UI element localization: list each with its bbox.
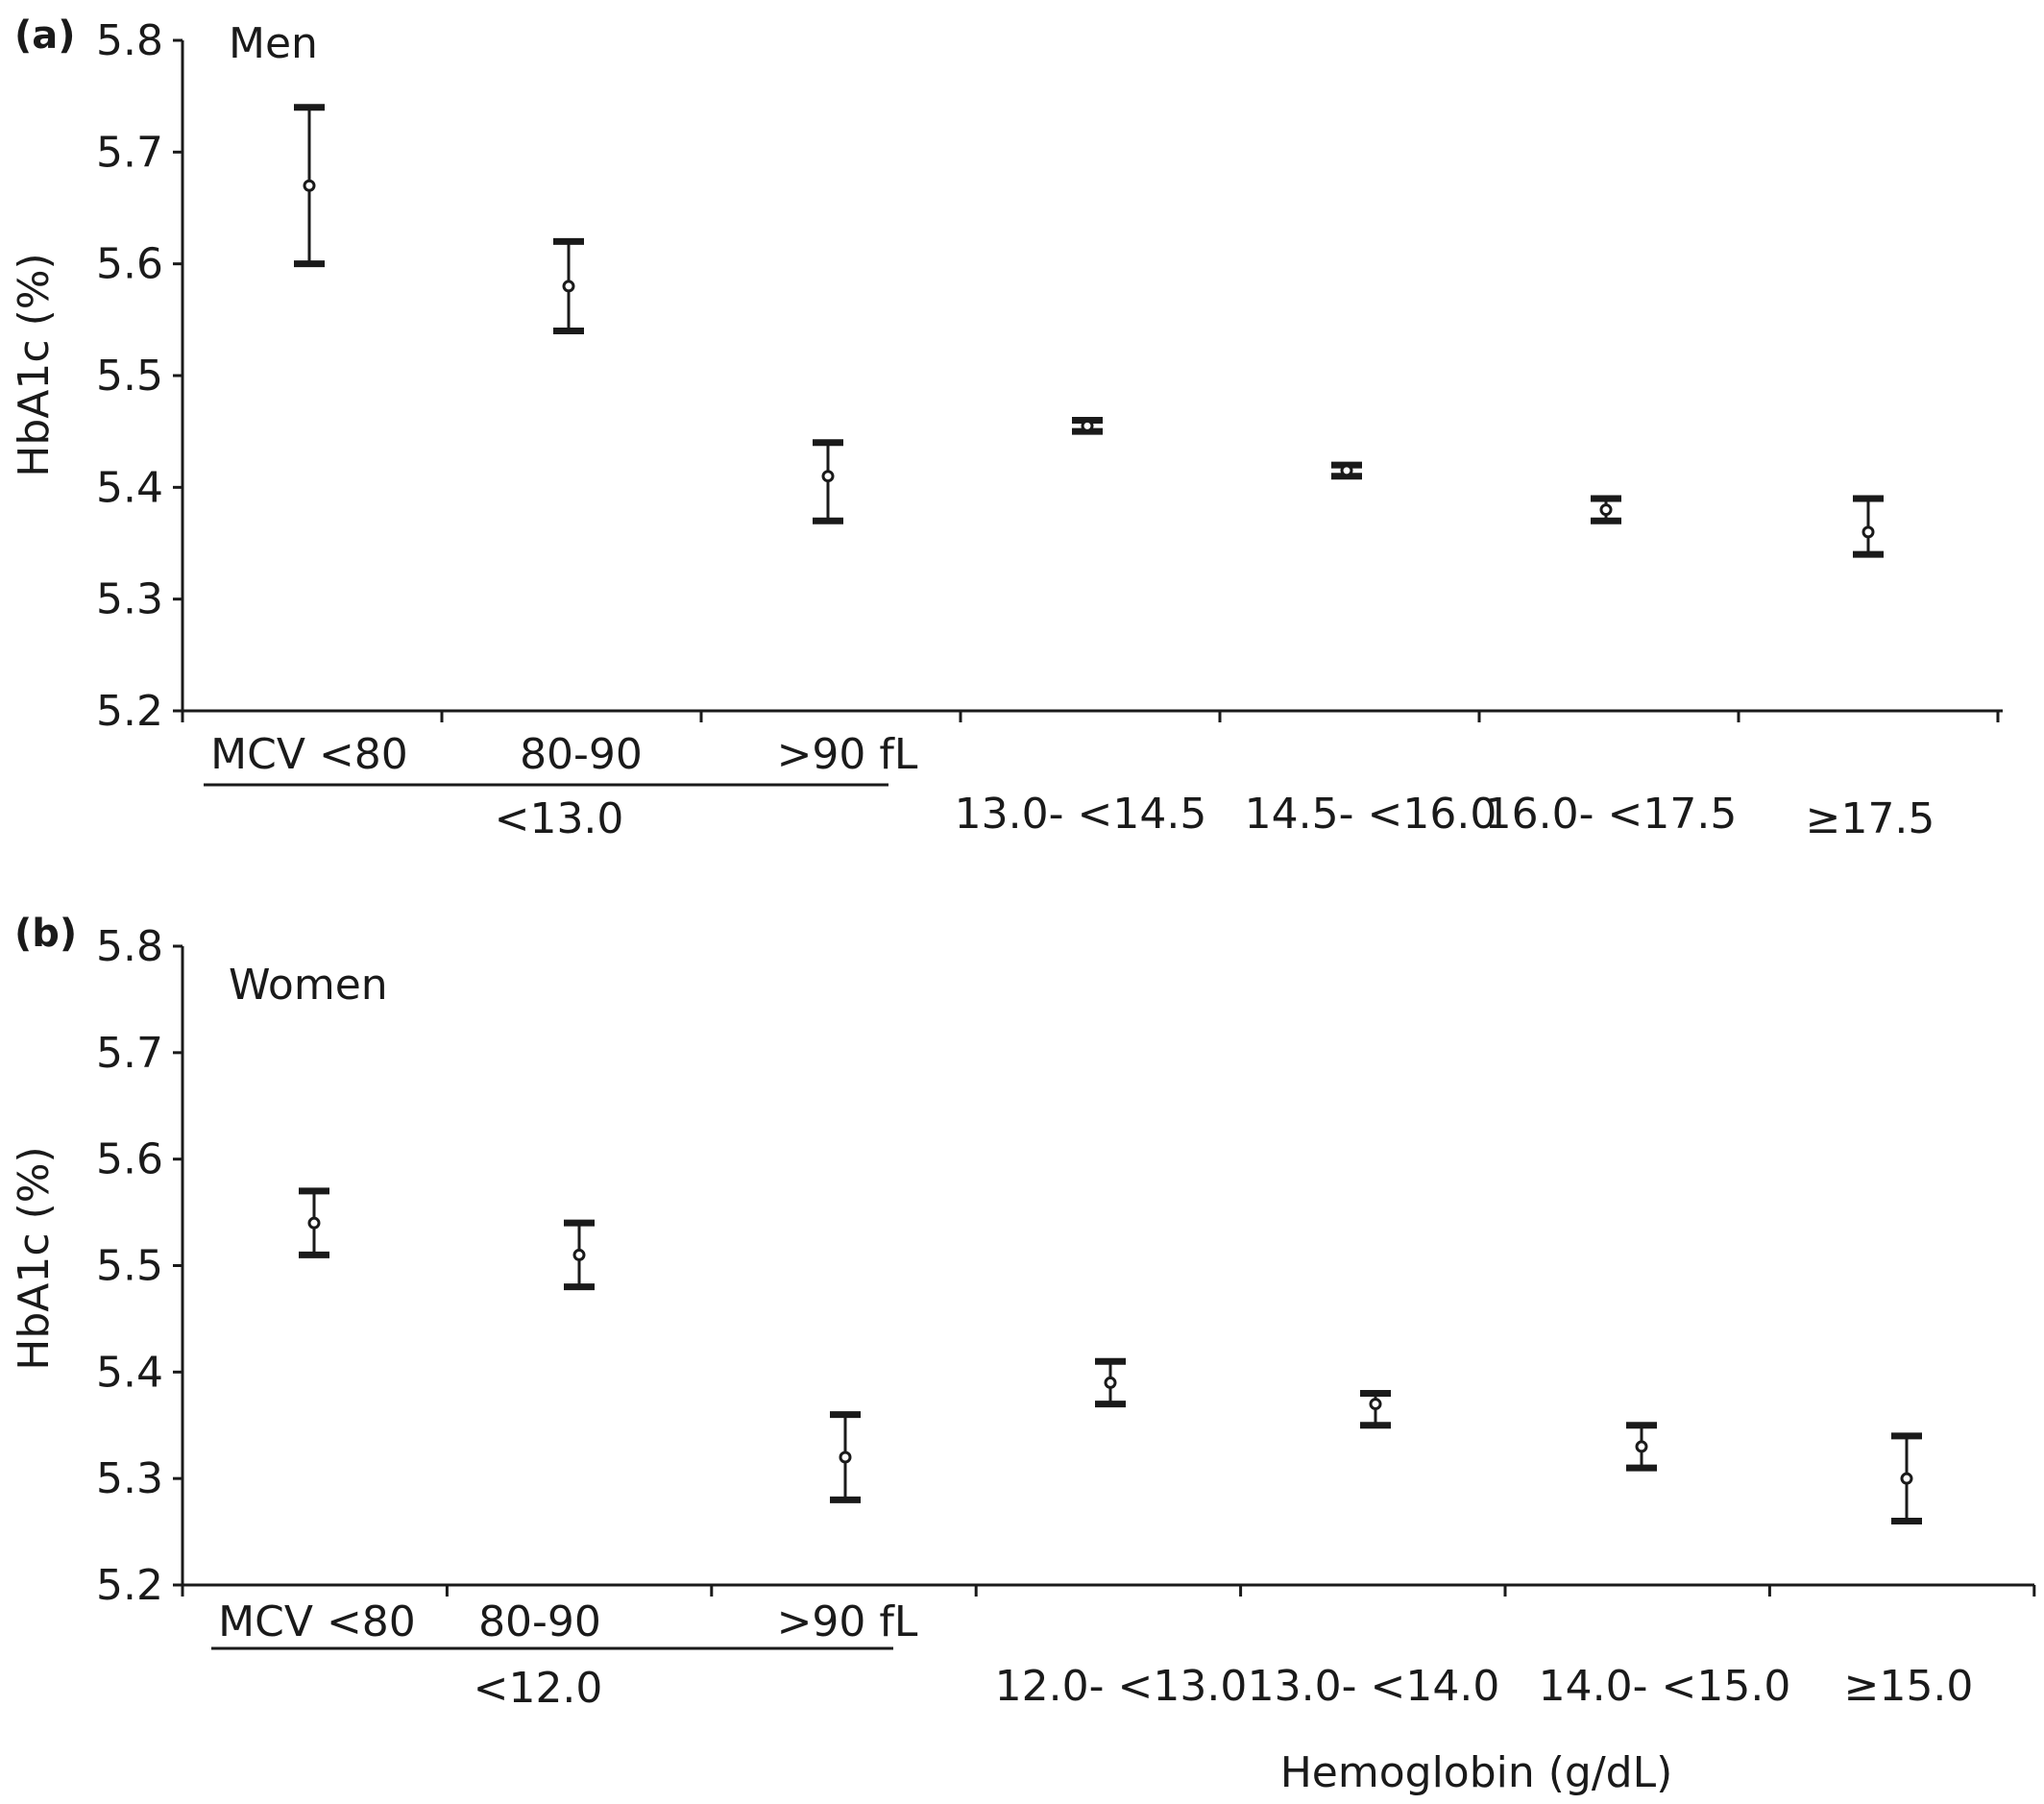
chart-panel-1: 5.2 5.3 5.4 5.5 5.6 5.7 5.8 (a) Men HbA1c (%) MCV … bbox=[10, 13, 2003, 843]
x-category-label: 16.0- <17.5 bbox=[1485, 790, 1738, 839]
y-tick-label: 5.3 bbox=[96, 1454, 163, 1503]
y-tick-label: 5.7 bbox=[96, 1029, 163, 1078]
y-tick-label: 5.7 bbox=[96, 128, 163, 177]
panel-title: Women bbox=[229, 961, 388, 1010]
y-tick-label: 5.8 bbox=[96, 16, 163, 65]
x-category-label: 80-90 bbox=[520, 730, 643, 779]
y-tick-label: 5.5 bbox=[96, 1242, 163, 1291]
data-point bbox=[303, 179, 316, 192]
data-point bbox=[1104, 1376, 1117, 1389]
x-category-label: >90 fL bbox=[777, 730, 918, 779]
data-point bbox=[572, 1248, 586, 1261]
panel-label: (b) bbox=[14, 912, 77, 956]
data-point bbox=[1340, 464, 1353, 477]
data-point bbox=[1635, 1440, 1648, 1453]
x-category-label: ≥17.5 bbox=[1806, 794, 1935, 843]
x-category-label: >90 fL bbox=[777, 1597, 918, 1646]
y-tick-label: 5.2 bbox=[96, 1561, 163, 1610]
x-category-label: MCV <80 bbox=[210, 730, 408, 779]
y-tick-label: 5.2 bbox=[96, 687, 163, 736]
group-label: <13.0 bbox=[495, 794, 624, 843]
data-point bbox=[1369, 1398, 1382, 1411]
group-label: <12.0 bbox=[474, 1664, 603, 1713]
y-tick-label: 5.8 bbox=[96, 922, 163, 971]
x-category-label: MCV <80 bbox=[218, 1597, 416, 1646]
x-category-label: 12.0- <13.0 bbox=[995, 1662, 1248, 1711]
chart-panel-2: 5.2 5.3 5.4 5.5 5.6 5.7 5.8 (b) Women HbA1c (%) MC… bbox=[10, 912, 2036, 1797]
y-tick-label: 5.6 bbox=[96, 1135, 163, 1184]
data-point bbox=[307, 1216, 321, 1230]
x-category-label: 13.0- <14.0 bbox=[1248, 1662, 1500, 1711]
x-category-label: 14.5- <16.0 bbox=[1245, 790, 1497, 839]
y-tick-label: 5.6 bbox=[96, 240, 163, 289]
data-point bbox=[821, 470, 835, 483]
x-category-label: 13.0- <14.5 bbox=[955, 790, 1207, 839]
data-point bbox=[1862, 525, 1875, 539]
panel-title: Men bbox=[229, 19, 318, 68]
x-category-label: ≥15.0 bbox=[1844, 1662, 1974, 1711]
data-point bbox=[562, 280, 575, 293]
x-category-label: 80-90 bbox=[478, 1597, 601, 1646]
y-tick-label: 5.4 bbox=[96, 1348, 163, 1397]
data-point bbox=[1599, 503, 1613, 517]
data-point bbox=[839, 1451, 852, 1464]
y-axis-title: HbA1c (%) bbox=[10, 253, 59, 476]
x-category-label: 14.0- <15.0 bbox=[1539, 1662, 1791, 1711]
y-tick-label: 5.4 bbox=[96, 463, 163, 512]
data-point bbox=[1081, 419, 1094, 432]
y-tick-label: 5.3 bbox=[96, 575, 163, 624]
y-axis-title: HbA1c (%) bbox=[10, 1146, 59, 1370]
panel-label: (a) bbox=[14, 13, 76, 58]
x-axis-title: Hemoglobin (g/dL) bbox=[1280, 1748, 1673, 1797]
y-tick-label: 5.5 bbox=[96, 352, 163, 401]
data-point bbox=[1900, 1472, 1913, 1485]
